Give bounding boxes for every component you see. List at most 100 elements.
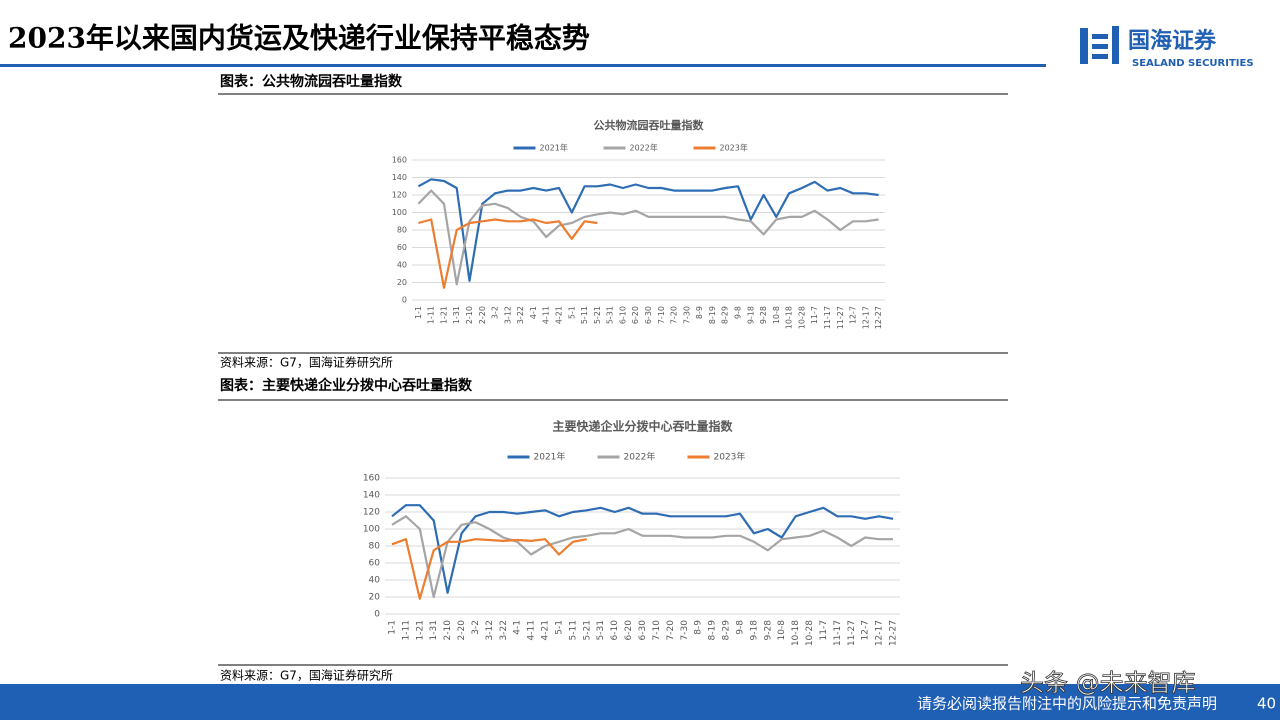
x-tick-label: 11-7 bbox=[810, 306, 819, 324]
y-tick-label: 40 bbox=[369, 576, 381, 586]
x-tick-label: 7-20 bbox=[666, 620, 676, 641]
x-tick-label: 8-29 bbox=[722, 620, 732, 641]
y-tick-label: 120 bbox=[363, 508, 380, 518]
x-tick-label: 4-1 bbox=[513, 620, 523, 635]
x-tick-label: 2-20 bbox=[457, 620, 467, 641]
x-tick-label: 6-10 bbox=[610, 620, 620, 641]
x-tick-label: 8-19 bbox=[708, 620, 718, 641]
series-line bbox=[418, 218, 598, 289]
logo-cn: 国海证券 bbox=[1128, 28, 1217, 54]
y-tick-label: 120 bbox=[392, 191, 407, 200]
slide-title: 2023年以来国内货运及快递行业保持平稳态势 bbox=[8, 22, 590, 55]
x-tick-label: 4-21 bbox=[541, 620, 551, 640]
x-tick-label: 8-9 bbox=[694, 620, 704, 635]
x-tick-label: 10-8 bbox=[772, 306, 781, 324]
x-tick-label: 9-18 bbox=[749, 620, 759, 641]
y-tick-label: 140 bbox=[363, 491, 380, 501]
y-tick-label: 0 bbox=[374, 610, 380, 620]
y-tick-label: 20 bbox=[369, 593, 381, 603]
x-tick-label: 9-28 bbox=[763, 620, 773, 641]
legend-label: 2023年 bbox=[720, 143, 748, 153]
x-tick-label: 12-17 bbox=[875, 620, 885, 646]
x-tick-label: 3-22 bbox=[516, 306, 525, 324]
x-tick-label: 5-1 bbox=[554, 620, 564, 635]
y-tick-label: 100 bbox=[392, 208, 407, 217]
legend-label: 2021年 bbox=[540, 143, 568, 153]
x-tick-label: 1-1 bbox=[414, 306, 423, 319]
x-tick-label: 11-17 bbox=[823, 306, 832, 329]
series-line bbox=[417, 189, 879, 286]
x-tick-label: 12-27 bbox=[874, 306, 883, 329]
x-tick-label: 12-7 bbox=[861, 620, 871, 640]
series-line bbox=[391, 538, 588, 600]
x-tick-label: 11-27 bbox=[847, 620, 857, 646]
x-tick-label: 1-11 bbox=[401, 620, 411, 640]
x-tick-label: 11-27 bbox=[836, 306, 845, 329]
x-tick-label: 1-11 bbox=[427, 306, 436, 324]
x-tick-label: 5-31 bbox=[606, 306, 615, 324]
figure-caption: 图表：主要快递企业分拨中心吞吐量指数 bbox=[220, 377, 473, 394]
x-tick-label: 7-10 bbox=[657, 306, 666, 324]
y-tick-label: 80 bbox=[369, 542, 381, 552]
x-tick-label: 1-21 bbox=[415, 620, 425, 640]
watermark: 头条 @未来智库 bbox=[1020, 669, 1196, 697]
legend-label: 2023年 bbox=[714, 451, 746, 463]
x-tick-label: 3-2 bbox=[471, 620, 481, 635]
x-tick-label: 8-29 bbox=[721, 306, 730, 324]
y-tick-label: 160 bbox=[363, 474, 380, 484]
y-tick-label: 160 bbox=[392, 156, 407, 165]
source-note: 资料来源：G7，国海证券研究所 bbox=[220, 668, 393, 683]
x-tick-label: 10-28 bbox=[797, 306, 806, 329]
x-tick-label: 5-21 bbox=[593, 306, 602, 324]
x-tick-label: 2-10 bbox=[443, 620, 453, 641]
x-tick-label: 9-18 bbox=[746, 306, 755, 324]
x-tick-label: 5-21 bbox=[582, 620, 592, 640]
x-tick-label: 5-31 bbox=[596, 620, 606, 640]
x-tick-label: 11-17 bbox=[833, 620, 843, 646]
x-tick-label: 3-22 bbox=[499, 620, 509, 640]
x-tick-label: 7-30 bbox=[682, 306, 691, 324]
y-tick-label: 80 bbox=[397, 226, 407, 235]
series-line bbox=[391, 515, 893, 599]
chart-title: 主要快递企业分拨中心吞吐量指数 bbox=[552, 419, 733, 434]
series-line bbox=[417, 178, 879, 282]
x-tick-label: 5-1 bbox=[567, 306, 576, 319]
y-tick-label: 0 bbox=[402, 296, 407, 305]
x-tick-label: 1-31 bbox=[452, 306, 461, 324]
x-tick-label: 5-11 bbox=[580, 306, 589, 324]
y-tick-label: 140 bbox=[392, 173, 407, 182]
x-tick-label: 3-12 bbox=[503, 306, 512, 324]
x-tick-label: 7-30 bbox=[680, 620, 690, 641]
x-tick-label: 1-1 bbox=[387, 620, 397, 635]
x-tick-label: 4-1 bbox=[529, 306, 538, 319]
y-tick-label: 20 bbox=[397, 278, 407, 287]
x-tick-label: 8-9 bbox=[695, 306, 704, 319]
series-line bbox=[391, 504, 894, 594]
header-rule bbox=[0, 64, 1046, 67]
x-tick-label: 10-28 bbox=[805, 620, 815, 646]
legend-label: 2022年 bbox=[630, 143, 658, 153]
x-tick-label: 4-21 bbox=[555, 306, 564, 324]
x-tick-label: 9-8 bbox=[733, 306, 742, 319]
x-tick-label: 11-7 bbox=[819, 620, 829, 640]
x-tick-label: 12-7 bbox=[849, 306, 858, 324]
x-tick-label: 6-20 bbox=[631, 306, 640, 324]
x-tick-label: 4-11 bbox=[542, 306, 551, 324]
y-tick-label: 40 bbox=[397, 261, 407, 270]
source-note: 资料来源：G7，国海证券研究所 bbox=[220, 355, 393, 370]
x-tick-label: 10-8 bbox=[777, 620, 787, 641]
x-tick-label: 6-10 bbox=[618, 306, 627, 324]
y-tick-label: 60 bbox=[397, 243, 407, 252]
footer-bar bbox=[0, 684, 1280, 720]
x-tick-label: 2-20 bbox=[478, 306, 487, 324]
x-tick-label: 10-18 bbox=[791, 620, 801, 646]
figure-caption: 图表：公共物流园吞吐量指数 bbox=[220, 73, 403, 90]
x-tick-label: 6-30 bbox=[644, 306, 653, 324]
x-tick-label: 2-10 bbox=[465, 306, 474, 324]
x-tick-label: 6-20 bbox=[624, 620, 634, 641]
legend-label: 2021年 bbox=[534, 451, 566, 463]
x-tick-label: 8-19 bbox=[708, 306, 717, 324]
x-tick-label: 6-30 bbox=[638, 620, 648, 641]
